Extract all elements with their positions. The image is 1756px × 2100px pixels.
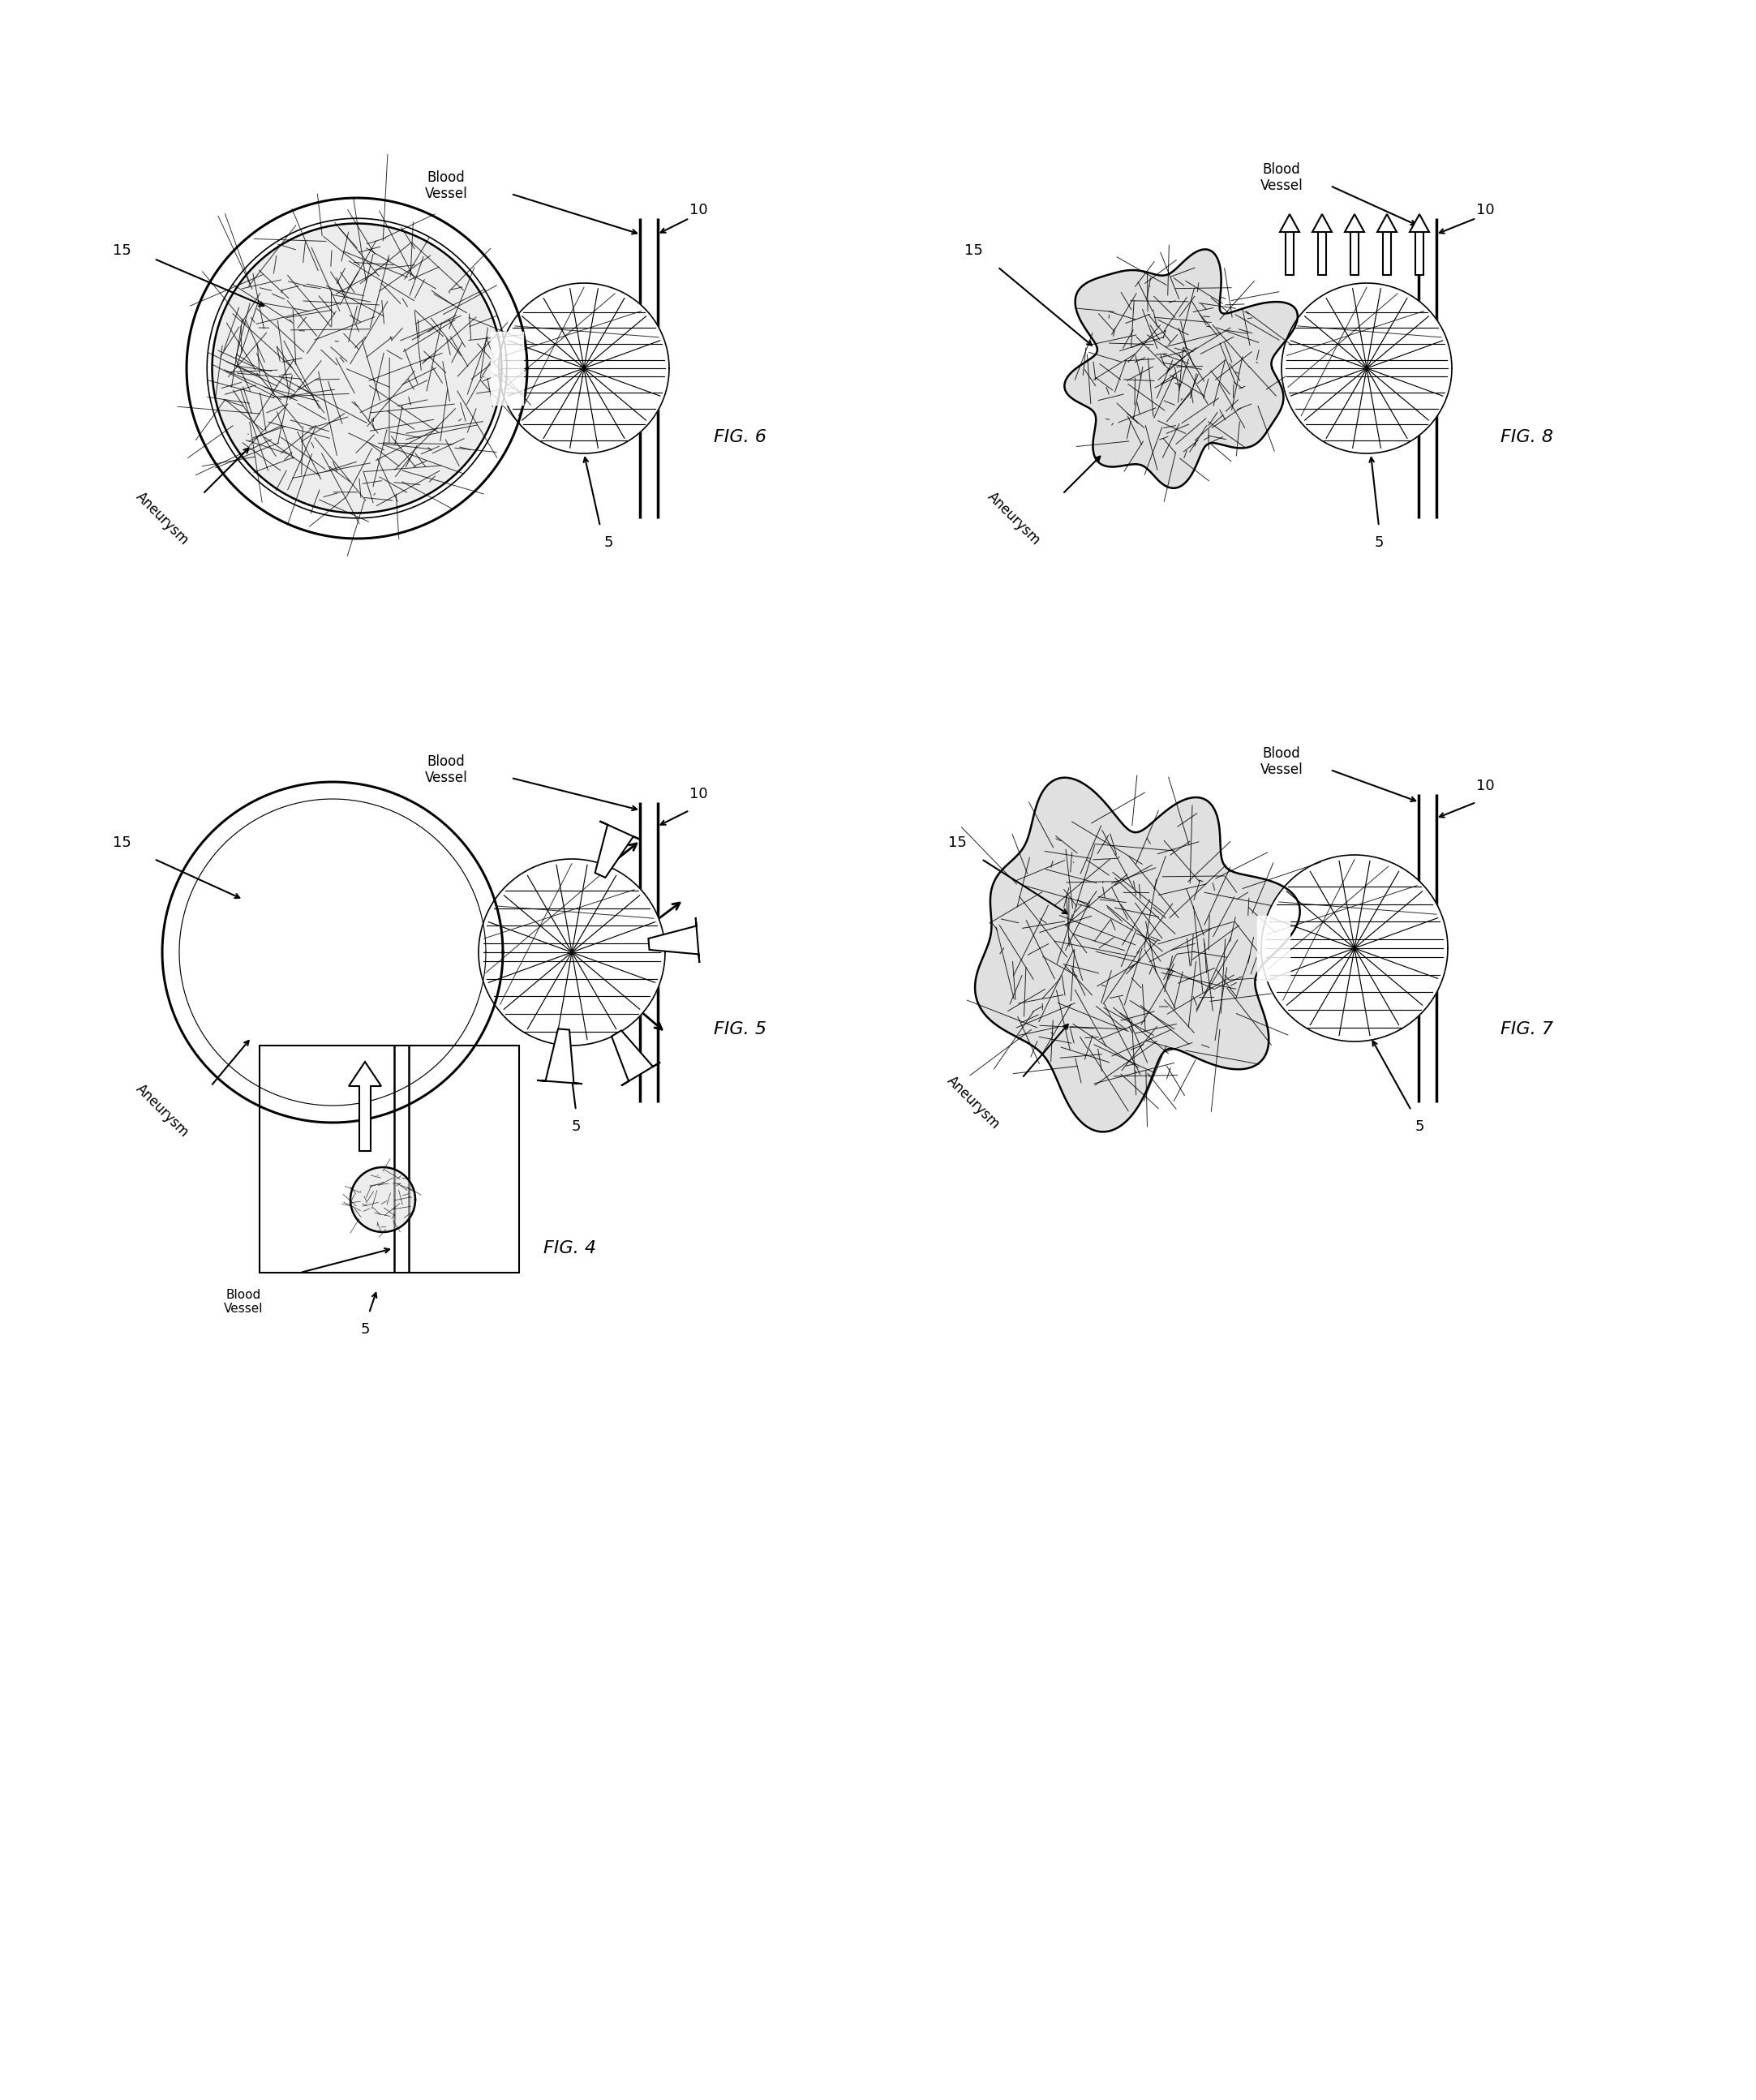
Text: 15: 15 xyxy=(112,836,132,850)
Bar xyxy=(260,1046,520,1273)
Text: Blood
Vessel: Blood Vessel xyxy=(425,754,467,785)
Text: Aneurysm: Aneurysm xyxy=(985,489,1043,548)
Text: Aneurysm: Aneurysm xyxy=(133,489,191,548)
Text: 5: 5 xyxy=(1375,536,1384,550)
Polygon shape xyxy=(490,332,523,405)
Text: 10: 10 xyxy=(690,204,708,218)
Text: 15: 15 xyxy=(948,836,966,850)
Polygon shape xyxy=(351,1168,414,1233)
Polygon shape xyxy=(1257,916,1289,981)
Text: 5: 5 xyxy=(360,1323,371,1338)
Text: FIG. 4: FIG. 4 xyxy=(543,1241,595,1256)
Polygon shape xyxy=(1384,231,1391,275)
Text: 15: 15 xyxy=(112,244,132,258)
Polygon shape xyxy=(349,1063,381,1151)
Text: 5: 5 xyxy=(571,1119,581,1134)
Polygon shape xyxy=(611,1031,660,1086)
Polygon shape xyxy=(1319,231,1326,275)
Polygon shape xyxy=(499,284,669,454)
Polygon shape xyxy=(1415,231,1424,275)
Polygon shape xyxy=(1282,284,1452,454)
Polygon shape xyxy=(1345,214,1364,231)
Text: FIG. 7: FIG. 7 xyxy=(1501,1021,1554,1037)
Text: FIG. 8: FIG. 8 xyxy=(1501,428,1554,445)
Text: 5: 5 xyxy=(604,536,613,550)
Text: FIG. 5: FIG. 5 xyxy=(713,1021,766,1037)
Polygon shape xyxy=(1350,231,1359,275)
Text: Aneurysm: Aneurysm xyxy=(945,1073,1003,1132)
Text: 10: 10 xyxy=(1477,204,1494,218)
Polygon shape xyxy=(1377,214,1396,231)
Polygon shape xyxy=(1285,231,1294,275)
Polygon shape xyxy=(1261,855,1447,1042)
Text: 10: 10 xyxy=(1477,779,1494,794)
Polygon shape xyxy=(1312,214,1331,231)
Text: Blood
Vessel: Blood Vessel xyxy=(1261,745,1303,777)
Polygon shape xyxy=(975,777,1299,1132)
Text: Blood
Vessel: Blood Vessel xyxy=(223,1289,263,1315)
Text: Blood
Vessel: Blood Vessel xyxy=(1261,162,1303,193)
Text: Aneurysm: Aneurysm xyxy=(133,1082,191,1140)
Polygon shape xyxy=(212,223,502,512)
Text: FIG. 6: FIG. 6 xyxy=(713,428,766,445)
Text: 15: 15 xyxy=(964,244,983,258)
Text: 5: 5 xyxy=(1415,1119,1424,1134)
Polygon shape xyxy=(537,1029,583,1084)
Polygon shape xyxy=(1410,214,1429,231)
Polygon shape xyxy=(1064,250,1298,487)
Text: 10: 10 xyxy=(690,788,708,802)
Polygon shape xyxy=(479,859,666,1046)
Polygon shape xyxy=(595,821,641,878)
Polygon shape xyxy=(1280,214,1299,231)
Text: Blood
Vessel: Blood Vessel xyxy=(425,170,467,202)
Polygon shape xyxy=(648,918,699,962)
